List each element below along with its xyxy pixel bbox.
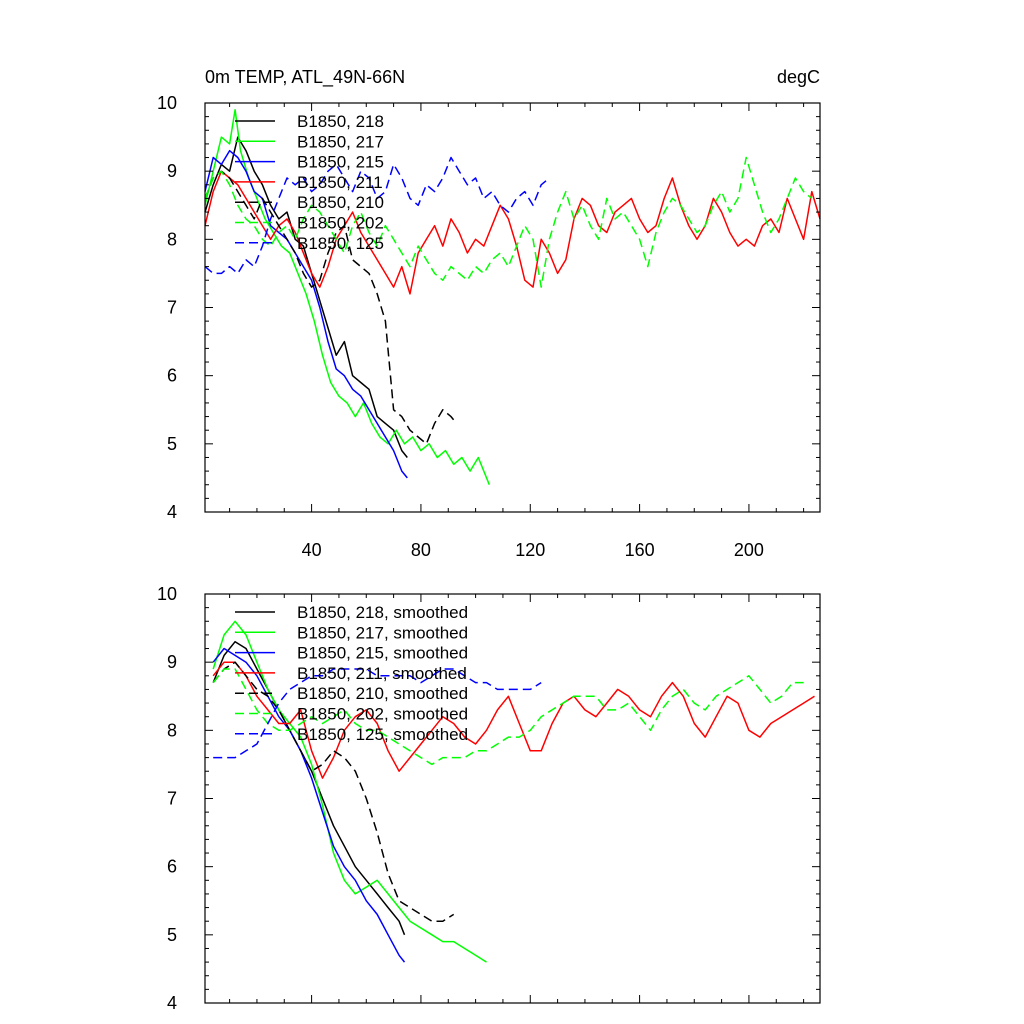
bottom-series-line-6 — [213, 668, 542, 759]
top-series-group — [204, 109, 821, 485]
bottom-series-line-4 — [212, 661, 455, 922]
top-y-tick-label: 7 — [167, 298, 177, 318]
top-legend-label-6: B1850, 125 — [297, 234, 384, 253]
bottom-legend-label-1: B1850, 217, smoothed — [297, 623, 468, 642]
bottom-legend-label-5: B1850, 202, smoothed — [297, 705, 468, 724]
top-x-tick-label: 120 — [515, 540, 545, 560]
top-legend-label-2: B1850, 215 — [297, 153, 384, 172]
bottom-legend-label-3: B1850, 211, smoothed — [297, 664, 467, 683]
bottom-legend-label-0: B1850, 218, smoothed — [297, 603, 468, 622]
top-series-line-4 — [204, 170, 458, 445]
top-y-tick-label: 6 — [167, 366, 177, 386]
bottom-y-tick-label: 10 — [157, 584, 177, 604]
top-y-tick-label: 10 — [157, 93, 177, 113]
bottom-series-line-1 — [212, 620, 487, 963]
top-y-tick-label: 5 — [167, 434, 177, 454]
bottom-y-tick-label: 8 — [167, 720, 177, 740]
top-legend-label-4: B1850, 210 — [297, 193, 384, 212]
top-legend-label-0: B1850, 218 — [297, 112, 384, 131]
bottom-y-tick-label: 6 — [167, 857, 177, 877]
bottom-legend-label-6: B1850, 125, smoothed — [297, 725, 468, 744]
top-panel-title: 0m TEMP, ATL_49N-66N — [205, 67, 405, 88]
top-x-tick-label: 160 — [625, 540, 655, 560]
top-y-tick-label: 4 — [167, 502, 177, 522]
bottom-y-tick-label: 4 — [167, 993, 177, 1013]
bottom-legend-label-2: B1850, 215, smoothed — [297, 644, 468, 663]
bottom-y-tick-label: 5 — [167, 925, 177, 945]
bottom-legend-label-4: B1850, 210, smoothed — [297, 684, 468, 703]
bottom-series-group — [212, 620, 815, 963]
top-x-tick-label: 80 — [411, 540, 431, 560]
bottom-y-tick-label: 9 — [167, 652, 177, 672]
top-series-line-3 — [204, 170, 821, 295]
top-x-tick-label: 200 — [734, 540, 764, 560]
top-legend-label-3: B1850, 211 — [297, 173, 383, 192]
top-y-tick-label: 8 — [167, 229, 177, 249]
top-x-tick-label: 40 — [302, 540, 322, 560]
top-panel-units: degC — [777, 67, 820, 87]
top-legend-label-5: B1850, 202 — [297, 214, 384, 233]
top-series-line-5 — [204, 156, 813, 288]
bottom-y-tick-label: 7 — [167, 789, 177, 809]
top-series-line-2 — [204, 149, 408, 479]
top-y-tick-label: 9 — [167, 161, 177, 181]
bottom-series-line-0 — [212, 640, 406, 936]
bottom-series-line-3 — [212, 661, 815, 779]
bottom-series-line-5 — [212, 668, 804, 766]
top-panel: 0m TEMP, ATL_49N-66N degC 4 5 6 7 8 9 10 40 80 12… — [157, 67, 821, 560]
top-series-line-6 — [204, 156, 550, 275]
bottom-series-line-2 — [212, 647, 406, 963]
top-legend-label-1: B1850, 217 — [297, 132, 384, 151]
